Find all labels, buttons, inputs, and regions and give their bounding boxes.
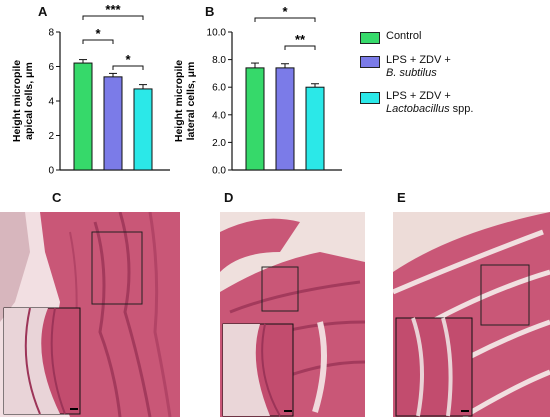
bar-0-1 <box>103 76 123 171</box>
legend-label-lactobacillus-line1: LPS + ZDV + <box>386 90 451 102</box>
sig-bracket-1-0 <box>254 17 316 22</box>
y-tick-label-1-0: 0.0 <box>212 166 226 177</box>
panel-label-a: A <box>38 4 48 19</box>
sig-label-0-1: * <box>95 26 101 41</box>
sig-label-1-0: * <box>282 4 288 19</box>
y-tick-label-0-1: 2 <box>48 131 54 142</box>
legend-swatch-control <box>360 32 380 44</box>
y-tick-label-1-3: 6.0 <box>212 83 226 94</box>
panel-label-d: D <box>224 190 234 205</box>
y-axis-label-line2-1: lateral cells, μm <box>185 62 197 141</box>
y-axis-label-1: Height micropilelateral cells, μm <box>173 60 197 142</box>
sig-bracket-0-0 <box>82 15 144 20</box>
y-tick-label-1-5: 10.0 <box>207 28 227 39</box>
y-tick-label-0-4: 8 <box>48 28 54 39</box>
legend-label-lactobacillus-suffix: spp. <box>449 103 474 115</box>
legend-label-control: Control <box>386 30 422 42</box>
legend-swatch-bsubtilus <box>360 56 380 68</box>
panel-label-e: E <box>397 190 406 205</box>
panel-label-b: B <box>205 4 215 19</box>
legend-item-control: Control <box>360 30 545 44</box>
micrograph-e-image <box>393 212 550 417</box>
micrograph-d-image <box>220 212 365 417</box>
legend-swatch-lactobacillus <box>360 92 380 104</box>
y-tick-label-0-0: 0 <box>48 166 54 177</box>
legend-item-bsubtilus: LPS + ZDV + B. subtilus <box>360 54 545 80</box>
legend-label-bsubtilus-line2: B. subtilus <box>386 67 437 79</box>
bar-1-2 <box>305 86 325 171</box>
sig-label-0-0: *** <box>105 2 121 17</box>
y-tick-label-1-1: 2.0 <box>212 138 226 149</box>
y-axis-label-0: Height micropileapical cells, μm <box>11 60 35 142</box>
sig-bracket-0-2 <box>112 65 144 70</box>
legend: Control LPS + ZDV + B. subtilus LPS + ZD… <box>360 30 545 126</box>
bar-0-0 <box>73 62 93 171</box>
legend-item-lactobacillus: LPS + ZDV + Lactobacillus spp. <box>360 90 545 116</box>
bar-1-1 <box>275 67 295 171</box>
sig-bracket-1-1 <box>284 45 316 50</box>
y-tick-label-0-3: 6 <box>48 62 54 73</box>
legend-label-bsubtilus-line1: LPS + ZDV + <box>386 54 451 66</box>
y-tick-label-0-2: 4 <box>48 97 54 108</box>
panel-label-c: C <box>52 190 62 205</box>
sig-bracket-0-1 <box>82 39 114 44</box>
y-tick-label-1-2: 4.0 <box>212 110 226 121</box>
y-axis-label-line2-0: apical cells, μm <box>23 62 35 140</box>
sig-label-1-1: ** <box>295 32 306 47</box>
sig-label-0-2: * <box>125 52 131 67</box>
y-axis-label-line1-1: Height micropile <box>173 60 185 142</box>
micrograph-e <box>393 212 550 417</box>
micrograph-c-image <box>0 212 180 417</box>
micrograph-c <box>0 212 180 417</box>
y-tick-label-1-4: 8.0 <box>212 55 226 66</box>
bar-0-2 <box>133 88 153 171</box>
bar-1-0 <box>245 67 265 171</box>
legend-label-lactobacillus-line2: Lactobacillus <box>386 103 450 115</box>
y-axis-label-line1-0: Height micropile <box>11 60 23 142</box>
micrograph-d <box>220 212 365 417</box>
